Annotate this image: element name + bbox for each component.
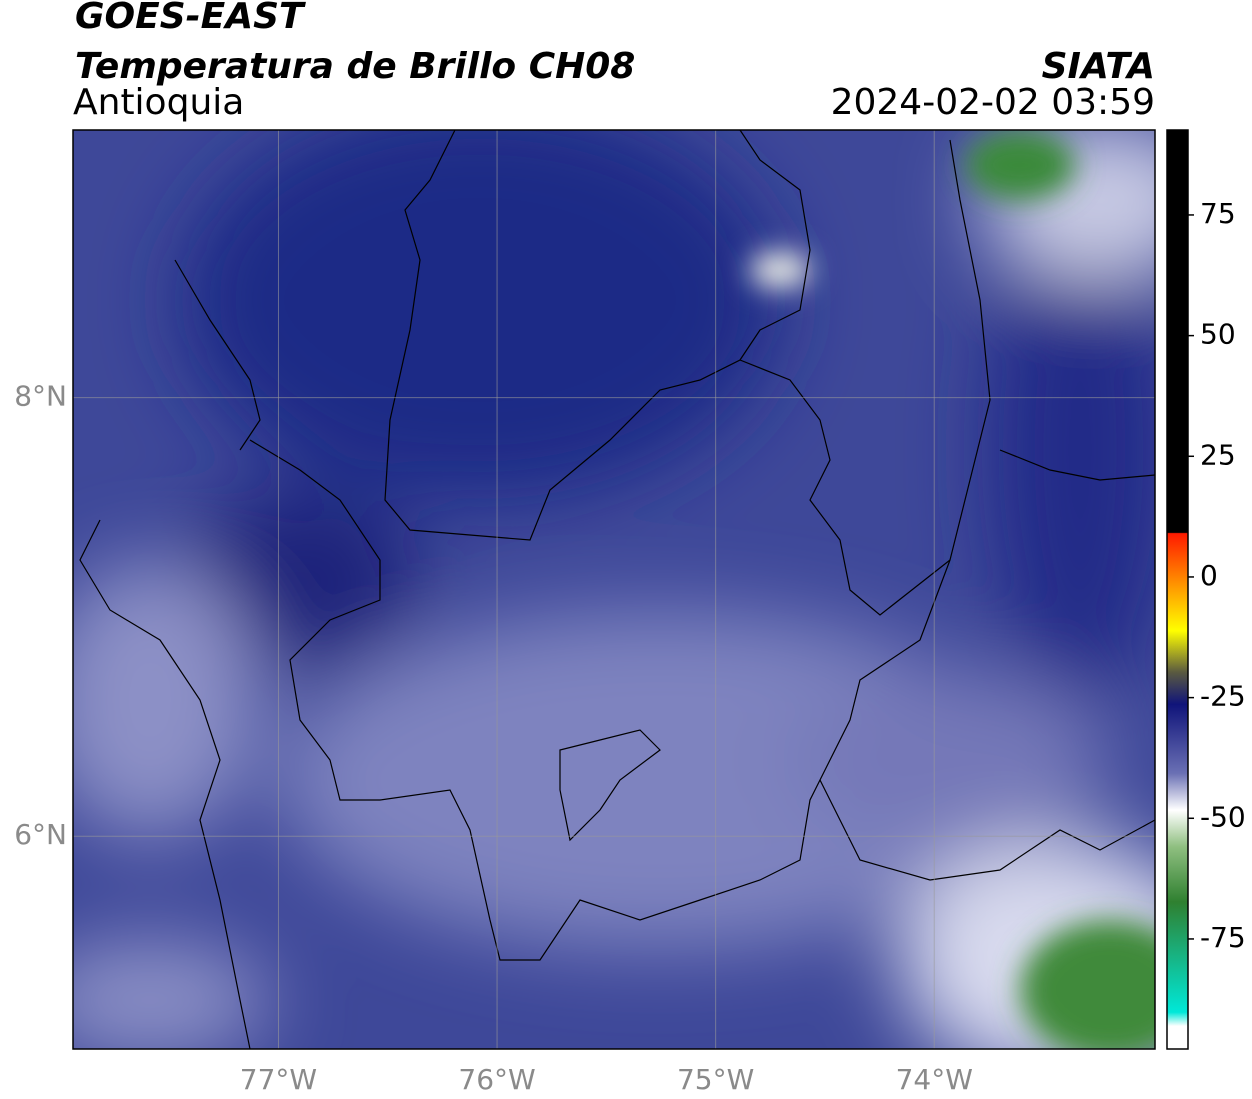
colorbar-tick-label: -50 [1200,800,1246,833]
colorbar-tick-label: 75 [1200,197,1236,230]
title: GOES-EAST [75,0,306,37]
source: SIATA [1042,46,1155,87]
colorbar-tick-label: 0 [1200,559,1218,592]
x-tick-label: 76°W [458,1063,535,1096]
x-tick-label: 74°W [896,1063,973,1096]
colorbar [1166,129,1189,1050]
map-frame [72,129,1156,1050]
datetime: 2024-02-02 03:59 [831,82,1155,123]
colorbar-tick-label: 25 [1200,438,1236,471]
colorbar-tick-label: -25 [1200,680,1246,713]
region: Antioquia [73,82,244,123]
subtitle: Temperatura de Brillo CH08 [75,46,635,87]
colorbar-tick-label: 50 [1200,318,1236,351]
y-tick-label: 6°N [14,818,67,851]
x-tick-label: 75°W [677,1063,754,1096]
satellite-image [73,130,1155,1049]
colorbar-tick-label: -75 [1200,921,1246,954]
y-tick-label: 8°N [14,380,67,413]
x-tick-label: 77°W [240,1063,317,1096]
